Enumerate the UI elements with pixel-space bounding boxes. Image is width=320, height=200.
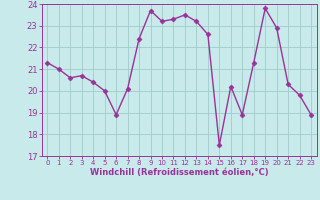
X-axis label: Windchill (Refroidissement éolien,°C): Windchill (Refroidissement éolien,°C) [90,168,268,177]
